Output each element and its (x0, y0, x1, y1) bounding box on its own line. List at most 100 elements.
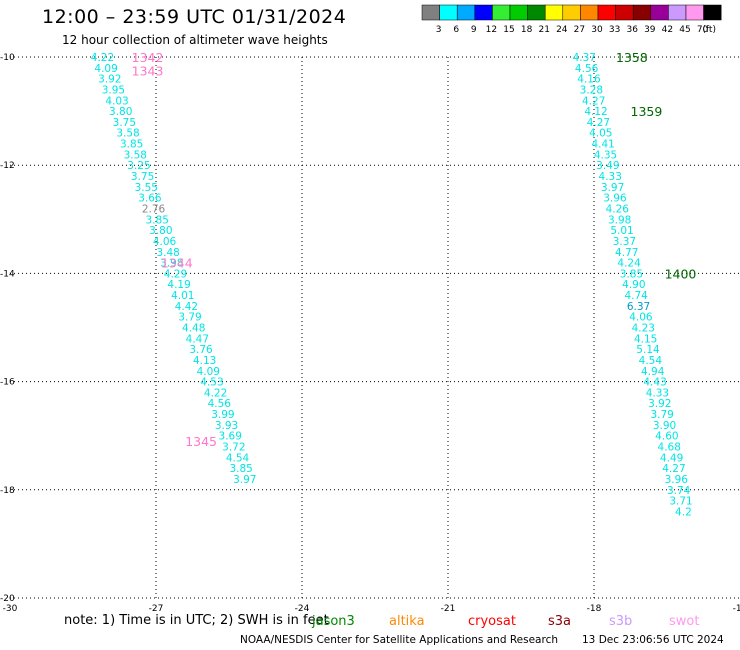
track2-time-label: 1358 (616, 50, 648, 65)
color-bin-label: 33 (609, 25, 620, 35)
track2-wave-height: 4.26 (606, 203, 630, 215)
track2-wave-height: 4.90 (622, 279, 645, 291)
track1-wave-height: 4.09 (197, 366, 220, 378)
lat-tick-label: -18 (0, 486, 15, 496)
color-bin-label: 15 (503, 25, 514, 35)
track1-wave-height: 3.79 (178, 312, 201, 324)
track1-wave-height: 3.66 (138, 193, 162, 205)
track2-wave-height: 4.37 (573, 52, 596, 64)
track1-wave-height: 4.09 (94, 63, 117, 75)
track1-wave-height: 3.95 (102, 84, 125, 96)
track1-wave-height: 4.06 (153, 236, 177, 248)
track2-wave-height: 3.96 (665, 474, 689, 486)
track1-wave-height: 3.97 (233, 474, 256, 486)
color-bin-label: 18 (521, 25, 533, 35)
track1-wave-height: 3.92 (98, 74, 121, 86)
track2-wave-height: 4.27 (662, 463, 685, 475)
wave-height-map: -30-27-24-21-18-15-10-12-14-16-18-204.22… (0, 50, 740, 614)
track1-wave-height: 3.58 (124, 149, 147, 161)
track2-time-label: 1400 (665, 266, 697, 281)
generated-timestamp: 13 Dec 23:06:56 UTC 2024 (582, 634, 724, 646)
track2-wave-height: 4.27 (582, 95, 605, 107)
color-bin-label: 3 (436, 25, 442, 35)
satellite-s3b: s3b (609, 614, 633, 629)
lon-tick-label: -30 (3, 604, 18, 614)
footer-note: note: 1) Time is in UTC; 2) SWH is in fe… (64, 613, 329, 628)
satellite-s3a: s3a (548, 614, 572, 629)
track1-wave-height: 3.75 (131, 171, 154, 183)
track1-wave-height: 3.55 (135, 182, 158, 194)
track1-wave-height: 4.13 (193, 355, 216, 367)
track1-wave-height: 4.29 (164, 268, 187, 280)
satellite-jason3: jason3 (312, 614, 355, 629)
track1-wave-height: 4.03 (105, 95, 128, 107)
track1-time-label: 1345 (185, 434, 217, 449)
track1-wave-height: 3.69 (219, 431, 242, 443)
track1-wave-height: 3.85 (229, 463, 252, 475)
track1-wave-height: 4.54 (226, 452, 250, 464)
track2-wave-height: 3.96 (603, 193, 627, 205)
track1-wave-height: 4.01 (171, 290, 194, 302)
color-bin-label: 24 (556, 25, 568, 35)
color-bin-label: 21 (538, 25, 549, 35)
lat-tick-label: -14 (0, 269, 15, 279)
color-bin-label: 42 (662, 25, 673, 35)
track1-wave-height: 3.72 (222, 442, 245, 454)
lat-tick-label: -12 (0, 161, 15, 171)
track1-wave-height: 3.48 (156, 247, 179, 259)
page-title: 12:00 – 23:59 UTC 01/31/2024 (42, 6, 347, 28)
color-bin-unit: (ft) (702, 25, 716, 35)
track2-wave-height: 5.01 (610, 225, 633, 237)
satellite-swot: swot (669, 614, 700, 629)
color-bin-label: 27 (574, 25, 585, 35)
color-bin-label: 45 (679, 25, 690, 35)
track1-wave-height: 3.80 (109, 106, 132, 118)
track2-wave-height: 4.68 (658, 442, 681, 454)
credit-text: NOAA/NESDIS Center for Satellite Applica… (240, 634, 558, 646)
color-bin-label: 6 (453, 25, 459, 35)
track2-wave-height: 4.77 (615, 247, 638, 259)
track2-wave-height: 3.97 (601, 182, 624, 194)
color-scale-legend: 3 6 9 12 15 18 21 24 27 30 33 36 39 42 45 70(ft) (421, 4, 722, 35)
track2-wave-height: 4.06 (629, 312, 653, 324)
lat-tick-label: -20 (0, 594, 15, 604)
track2-wave-height: 4.54 (639, 355, 663, 367)
track2-wave-height: 3.79 (650, 409, 673, 421)
track1-time-label: 1343 (132, 64, 164, 79)
lon-tick-label: -15 (733, 604, 740, 614)
color-bin-label: 12 (486, 25, 497, 35)
track2-wave-height: 4.12 (584, 106, 607, 118)
track1-wave-height: 4.56 (208, 398, 232, 410)
lon-tick-label: -21 (441, 604, 456, 614)
track2-wave-height: 4.60 (655, 431, 678, 443)
track2-wave-height: 5.14 (636, 344, 660, 356)
track2-wave-height: 3.28 (580, 84, 603, 96)
track1-wave-height: 4.42 (175, 301, 198, 313)
color-bin-label: 39 (644, 25, 656, 35)
lon-tick-label: -27 (149, 604, 164, 614)
track2-wave-height: 4.33 (646, 387, 669, 399)
lon-tick-label: -24 (295, 604, 310, 614)
color-bin-label: 30 (591, 25, 603, 35)
track1-wave-height: 4.22 (204, 387, 227, 399)
color-bin-label: 70 (697, 25, 709, 35)
track2-wave-height: 4.05 (589, 128, 612, 140)
track1-wave-height: 3.85 (146, 214, 169, 226)
track2-wave-height: 4.49 (660, 452, 683, 464)
track1-wave-height: 2.76 (142, 203, 166, 215)
color-bin-label: 36 (626, 25, 638, 35)
lat-tick-label: -10 (0, 53, 15, 63)
track2-wave-height: 4.43 (643, 377, 666, 389)
color-bin-16 (703, 4, 722, 21)
track1-wave-height: 4.53 (200, 377, 223, 389)
track1-time-label: 1344 (161, 256, 193, 271)
track1-wave-height: 3.93 (215, 420, 238, 432)
page-subtitle: 12 hour collection of altimeter wave hei… (62, 33, 328, 47)
track2-wave-height: 3.90 (653, 420, 676, 432)
track1-wave-height: 3.80 (149, 225, 172, 237)
track1-wave-height: 3.76 (189, 344, 213, 356)
track1-time-label: 1342 (132, 50, 164, 65)
track1-wave-height: 3.25 (127, 160, 150, 172)
track1-wave-height: 3.58 (116, 128, 139, 140)
